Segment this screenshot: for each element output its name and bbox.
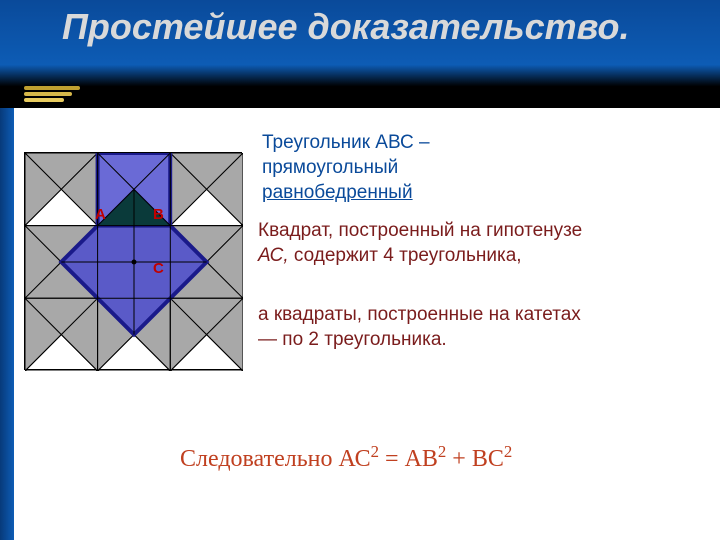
slide-title: Простейшее доказательство. [62,6,629,47]
stripe-1 [24,86,80,90]
sup-2a: 2 [371,442,379,461]
diagram-svg: А В С [25,153,243,371]
proof-diagram: А В С [24,152,242,370]
text-hypotenuse-square: Квадрат, построенный на гипотенузе АС, с… [258,218,608,268]
concl-ac: Следовательно АС [180,446,371,472]
label-a: А [95,206,106,223]
concl-bc: + ВС [446,446,504,472]
label-c: С [153,260,164,277]
t1-l2: прямоугольный [262,157,398,178]
t1-l1: Треугольник АВС – [262,132,430,153]
concl-ab: = АВ [379,446,438,472]
text-triangle-desc: Треугольник АВС – прямоугольный равнобед… [262,130,592,205]
t2-ital: АС, [258,245,289,266]
stripe-2 [24,92,72,96]
logo-stripes [24,86,86,108]
slide: Простейшее доказательство. [0,0,720,540]
t2-p1: Квадрат, построенный на гипотенузе [258,220,582,241]
stripe-3 [24,98,64,102]
text-legs-squares: а квадраты, построенные на катетах— по 2… [258,302,598,352]
center-dot [132,260,137,265]
t1-l3: равнобедренный [262,182,413,203]
left-accent-band [0,108,14,540]
sup-2c: 2 [504,442,512,461]
label-b: В [153,206,164,223]
t3-text: а квадраты, построенные на катетах— по 2… [258,304,581,350]
conclusion-formula: Следовательно АС2 = АВ2 + ВС2 [180,442,512,473]
t2-p2: содержит 4 треугольника, [289,245,522,266]
title-header: Простейшее доказательство. [0,0,720,108]
